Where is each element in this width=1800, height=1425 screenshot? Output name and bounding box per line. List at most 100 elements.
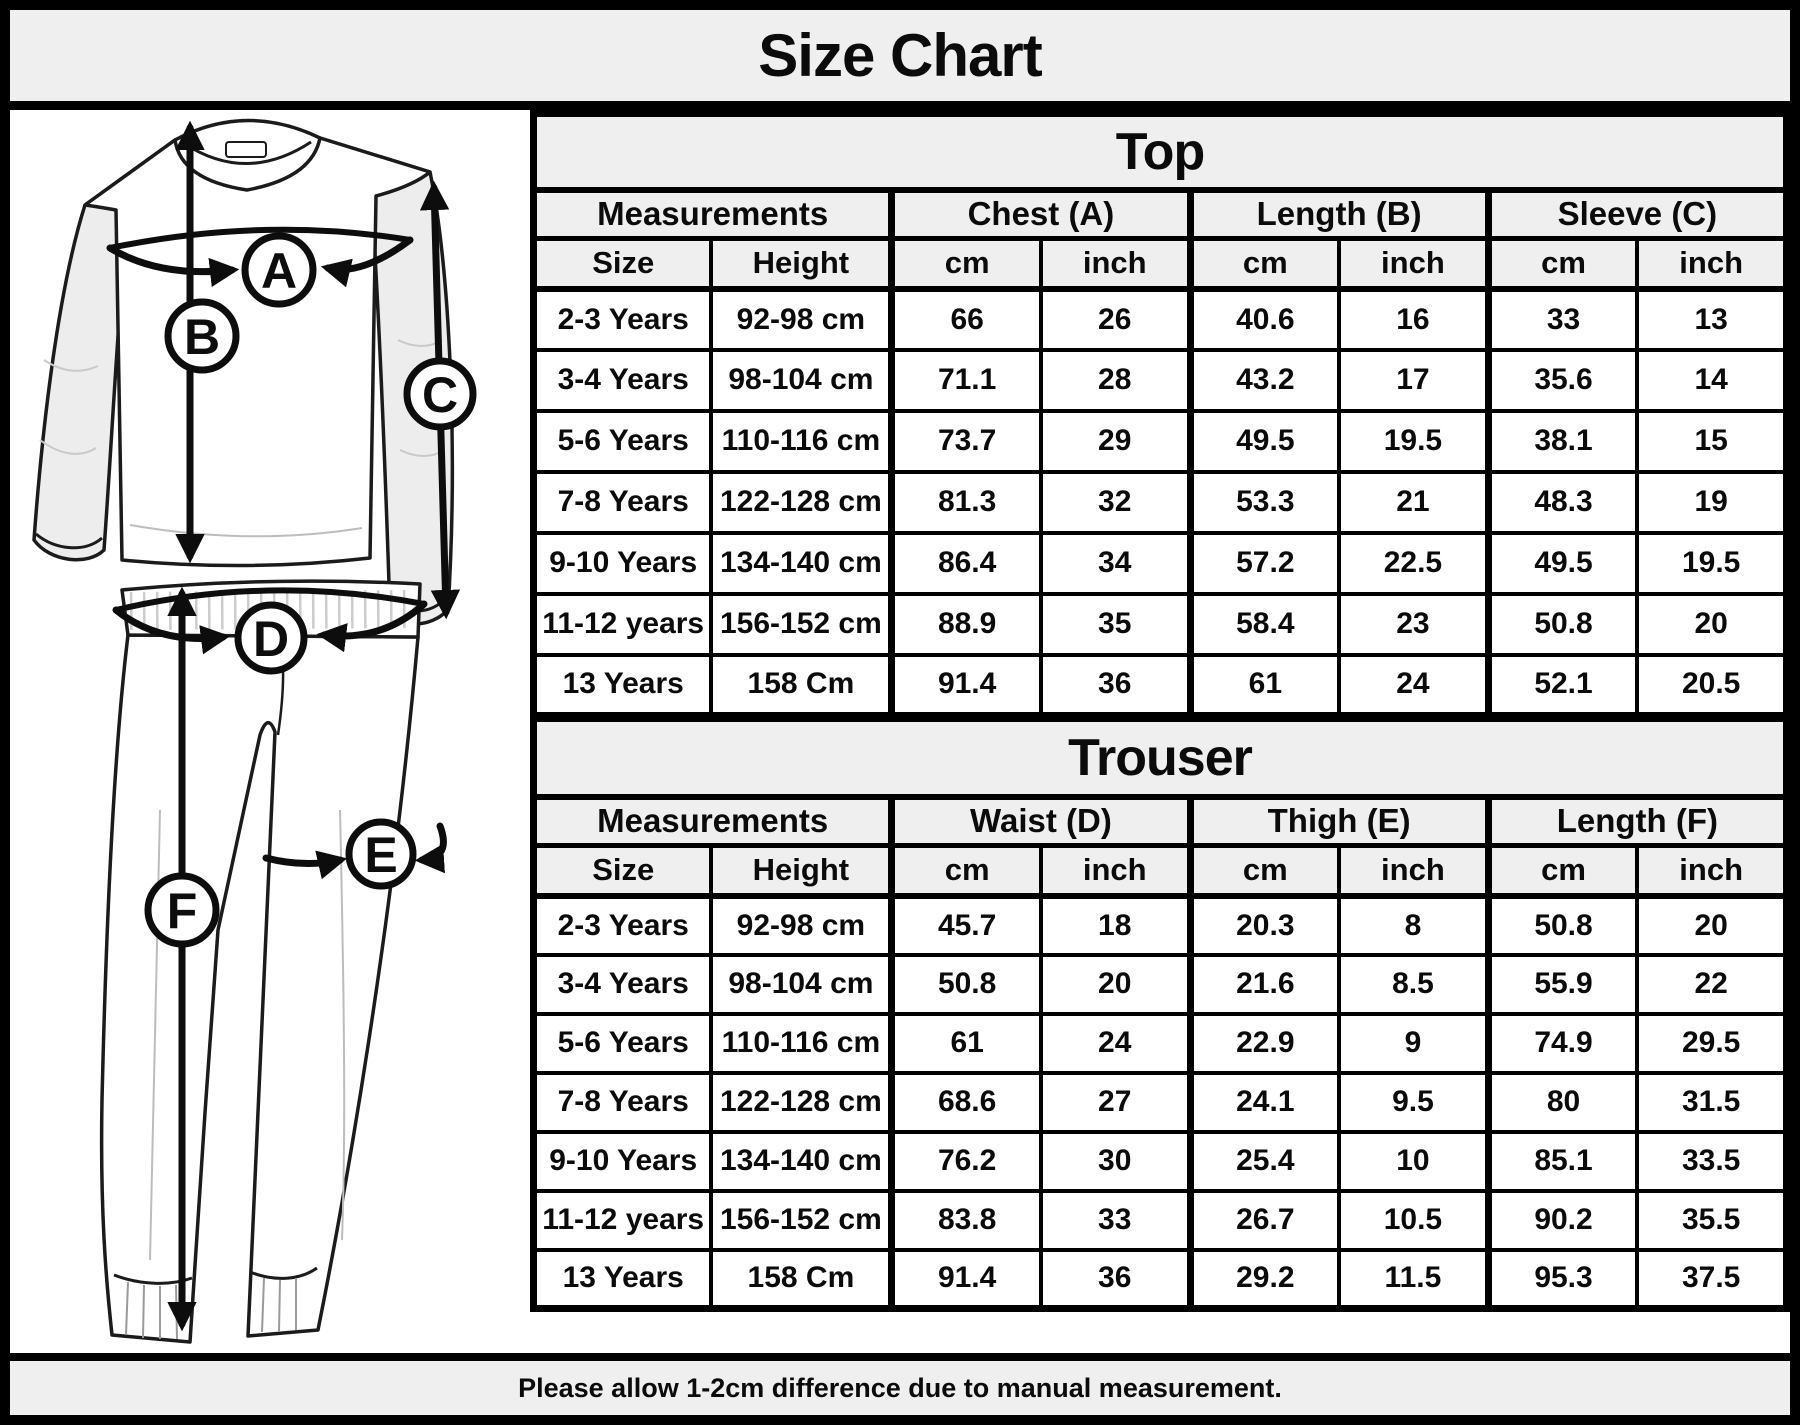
table-row: 7-8 Years 122-128 cm 81.3 32 53.3 21 48.3 19 (533, 469, 1787, 533)
table-cell: 58.4 (1186, 591, 1340, 655)
group-header: Sleeve (C) (1484, 189, 1787, 241)
table-title-row: Trouser (533, 720, 1787, 800)
table-row: 11-12 years 156-152 cm 88.9 35 58.4 23 50.8 20 (533, 591, 1787, 655)
table-cell: 110-116 cm (709, 408, 892, 472)
table-cell: 2-3 Years (533, 286, 712, 350)
column-header: inch (1038, 845, 1191, 899)
table-cell: 88.9 (888, 591, 1041, 655)
table-cell: 68.6 (888, 1070, 1041, 1132)
table-cell: 40.6 (1186, 286, 1340, 350)
column-header: cm (1484, 238, 1638, 292)
table-cell: 25.4 (1186, 1129, 1340, 1191)
table-cell: 83.8 (888, 1188, 1041, 1250)
column-header: cm (1484, 845, 1638, 899)
table-cell: 26.7 (1186, 1188, 1340, 1250)
table-cell: 9.5 (1337, 1070, 1489, 1132)
table-cell: 43.2 (1186, 347, 1340, 411)
table-cell: 49.5 (1484, 530, 1638, 594)
table-row: 5-6 Years 110-116 cm 73.7 29 49.5 19.5 38.1 15 (533, 408, 1787, 472)
measure-label-a: A (261, 243, 297, 299)
group-header: Waist (D) (888, 796, 1191, 848)
group-header: Chest (A) (888, 189, 1191, 241)
table-cell: 86.4 (888, 530, 1041, 594)
measurement-markers: A B C D E (144, 232, 477, 948)
table-cell: 76.2 (888, 1129, 1041, 1191)
table-cell: 91.4 (888, 652, 1041, 716)
table-cell: 9-10 Years (533, 530, 712, 594)
table-cell: 2-3 Years (533, 893, 712, 955)
garment-diagram-panel: A B C D E (10, 110, 522, 1353)
table-cell: 20 (1635, 591, 1787, 655)
table-cell: 23 (1337, 591, 1489, 655)
footer-bar: Please allow 1-2cm difference due to man… (10, 1353, 1790, 1415)
table-cell: 10 (1337, 1129, 1489, 1191)
table-cell: 48.3 (1484, 469, 1638, 533)
column-header: cm (888, 845, 1041, 899)
table-cell: 7-8 Years (533, 1070, 712, 1132)
collar-tag (225, 141, 267, 158)
table-row: 9-10 Years 134-140 cm 86.4 34 57.2 22.5 49.5 19… (533, 530, 1787, 594)
table-cell: 24 (1337, 652, 1489, 716)
table-cell: 29.5 (1635, 1011, 1787, 1073)
column-header: inch (1038, 238, 1191, 292)
table-cell: 134-140 cm (709, 1129, 892, 1191)
measure-marker-d: D (234, 601, 308, 675)
table-cell: 81.3 (888, 469, 1041, 533)
column-header: cm (1186, 845, 1340, 899)
table-cell: 29 (1038, 408, 1191, 472)
table-cell: 156-152 cm (709, 1188, 892, 1250)
table-cell: 35 (1038, 591, 1191, 655)
column-header: inch (1635, 845, 1787, 899)
group-header-row: Measurements Waist (D) Thigh (E) Length (F) (533, 796, 1787, 848)
table-row: 3-4 Years 98-104 cm 71.1 28 43.2 17 35.6 14 (533, 347, 1787, 411)
measure-label-f: F (167, 883, 198, 939)
table-row: 5-6 Years 110-116 cm 61 24 22.9 9 74.9 29.5 (533, 1011, 1787, 1073)
table-cell: 14 (1635, 347, 1787, 411)
table-cell: 11-12 years (533, 1188, 712, 1250)
page-title: Size Chart (758, 22, 1042, 89)
table-cell: 158 Cm (709, 652, 892, 716)
group-header: Length (B) (1186, 189, 1489, 241)
top-size-table: Top Measurements Chest (A) Length (B) Sleeve… (530, 110, 1790, 719)
table-cell: 90.2 (1484, 1188, 1638, 1250)
size-tables-panel: Top Measurements Chest (A) Length (B) Sleeve… (522, 110, 1790, 1353)
table-cell: 92-98 cm (709, 286, 892, 350)
table-cell: 33.5 (1635, 1129, 1787, 1191)
measure-marker-f: F (144, 872, 220, 948)
table-cell: 9-10 Years (533, 1129, 712, 1191)
table-cell: 20 (1635, 893, 1787, 955)
column-header: cm (1186, 238, 1340, 292)
table-cell: 122-128 cm (709, 469, 892, 533)
group-header: Length (F) (1484, 796, 1787, 848)
table-cell: 26 (1038, 286, 1191, 350)
table-cell: 35.6 (1484, 347, 1638, 411)
column-header: Height (709, 238, 892, 292)
table-row: 2-3 Years 92-98 cm 45.7 18 20.3 8 50.8 20 (533, 893, 1787, 955)
table-cell: 49.5 (1186, 408, 1340, 472)
table-cell: 3-4 Years (533, 952, 712, 1014)
table-cell: 3-4 Years (533, 347, 712, 411)
table-cell: 156-152 cm (709, 591, 892, 655)
table-cell: 92-98 cm (709, 893, 892, 955)
table-cell: 37.5 (1635, 1247, 1787, 1309)
table-cell: 28 (1038, 347, 1191, 411)
measure-marker-e: E (345, 818, 417, 890)
table-cell: 50.8 (1484, 591, 1638, 655)
top-garment-drawing (32, 118, 455, 626)
size-diagram: A B C D E (32, 118, 477, 1344)
table-cell: 10.5 (1337, 1188, 1489, 1250)
table-cell: 17 (1337, 347, 1489, 411)
table-cell: 95.3 (1484, 1247, 1638, 1309)
title-bar: Size Chart (10, 10, 1790, 110)
table-cell: 36 (1038, 1247, 1191, 1309)
measure-label-e: E (364, 827, 397, 883)
measure-label-c: C (422, 367, 458, 423)
content-area: A B C D E (10, 110, 1790, 1353)
table-cell: 16 (1337, 286, 1489, 350)
table-cell: 15 (1635, 408, 1787, 472)
table-cell: 50.8 (888, 952, 1041, 1014)
measure-marker-a: A (241, 232, 317, 308)
column-header: inch (1337, 845, 1489, 899)
table-cell: 71.1 (888, 347, 1041, 411)
table-cell: 73.7 (888, 408, 1041, 472)
